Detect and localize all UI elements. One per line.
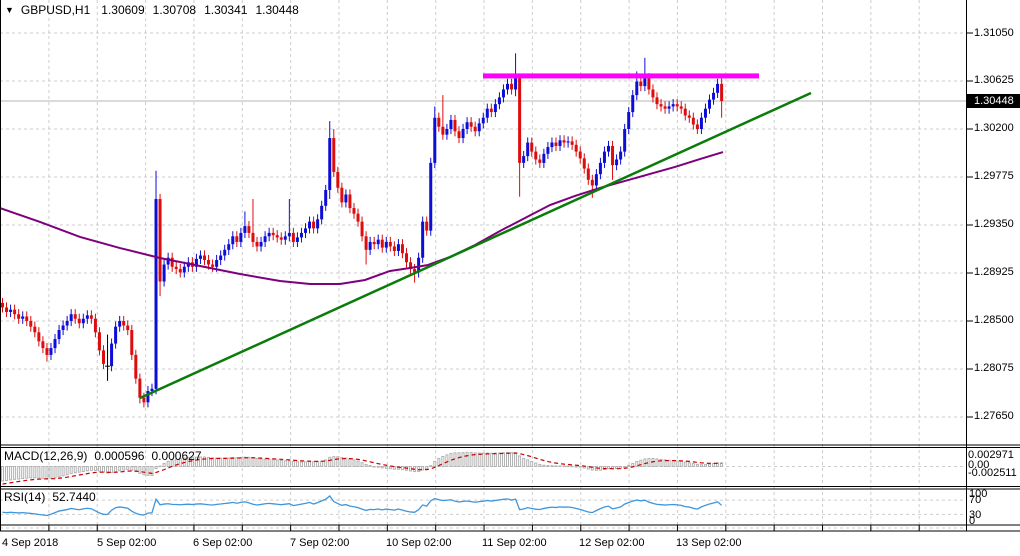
- rsi-axis-label: 100: [969, 488, 988, 500]
- macd-indicator-label: MACD(12,26,9) 0.000596 0.000627: [4, 450, 209, 462]
- macd-axis-label: -0.002511: [968, 467, 1017, 479]
- rsi-axis-label: 0: [969, 514, 976, 527]
- time-axis-label: 5 Sep 02:00: [97, 537, 157, 549]
- rsi-value: 52.7440: [52, 490, 96, 504]
- ohlc-close: 1.30448: [255, 3, 299, 17]
- rsi-name: RSI(14): [4, 490, 46, 504]
- price-axis-label: 1.28075: [974, 362, 1014, 375]
- price-axis-label: 1.30200: [974, 122, 1014, 135]
- rsi-axis-label: 30: [969, 508, 982, 521]
- time-axis-label: 11 Sep 02:00: [482, 537, 547, 549]
- current-price-badge: 1.30448: [966, 94, 1020, 108]
- collapse-triangle-icon[interactable]: ▼: [5, 5, 14, 15]
- symbol-period-label: GBPUSD,H1: [20, 3, 91, 17]
- time-axis-label: 7 Sep 02:00: [290, 537, 350, 549]
- macd-name: MACD(12,26,9): [4, 449, 88, 463]
- rsi-indicator-label: RSI(14) 52.7440: [4, 491, 103, 503]
- ohlc-low: 1.30341: [204, 3, 248, 17]
- symbol-info-bar: ▼ GBPUSD,H1 1.30609 1.30708 1.30341 1.30…: [5, 4, 307, 17]
- time-axis-label: 10 Sep 02:00: [386, 537, 452, 549]
- price-axis-label: 1.27650: [974, 410, 1014, 423]
- macd-axis-label: 0.00: [968, 458, 990, 471]
- time-axis-label: 12 Sep 02:00: [579, 537, 645, 549]
- price-axis-label: 1.28925: [974, 266, 1014, 279]
- time-axis-label: 4 Sep 2018: [2, 537, 59, 549]
- rsi-axis-label: 70: [969, 493, 982, 506]
- ohlc-open: 1.30609: [101, 3, 145, 17]
- price-axis-label: 1.28500: [974, 314, 1014, 327]
- price-axis-label: 1.29350: [974, 218, 1014, 231]
- macd-axis-label: 0.002971: [968, 449, 1014, 461]
- price-axis-label: 1.30625: [974, 74, 1014, 87]
- ohlc-high: 1.30708: [152, 3, 197, 17]
- price-axis-label: 1.29775: [974, 170, 1014, 183]
- time-axis-label: 6 Sep 02:00: [193, 537, 253, 549]
- time-axis-label: 13 Sep 02:00: [676, 537, 742, 549]
- price-axis-label: 1.31050: [974, 26, 1014, 39]
- macd-value-1: 0.000596: [94, 449, 145, 463]
- macd-value-2: 0.000627: [151, 449, 202, 463]
